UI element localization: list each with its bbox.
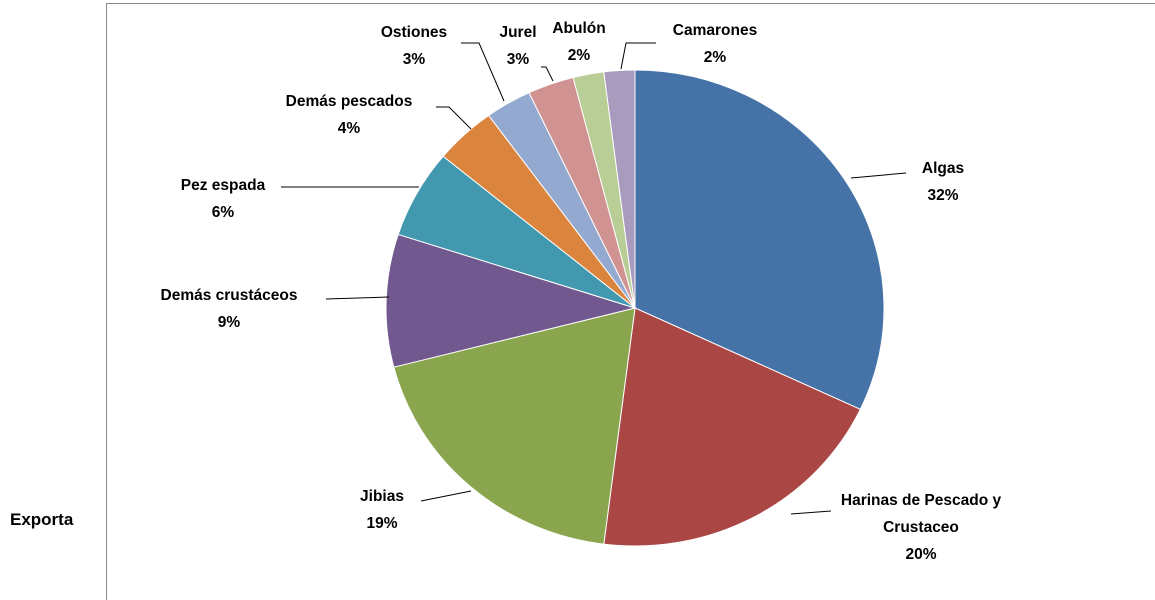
data-label: Jibias 19% [360,483,404,537]
pie-slice [385,233,637,368]
pie-slice [634,69,885,410]
leader-line [620,42,656,70]
data-label: Harinas de Pescado y Crustaceo 20% [831,487,1011,568]
leader-line [436,106,472,130]
value-label: 20% [905,546,937,563]
pie-slice [393,307,636,545]
data-label: Demás crustáceos 9% [161,282,298,336]
value-label: 9% [217,314,241,331]
leader-line [461,42,505,102]
data-label: Camarones 2% [673,17,757,71]
chart [281,42,907,547]
value-label: 4% [337,120,361,137]
data-label: Ostiones 3% [381,19,447,73]
category-label: Pez espada [180,177,266,194]
data-label: Jurel 3% [499,19,536,73]
category-label: Camarones [672,22,758,39]
leader-line [541,66,554,82]
category-label: Demás pescados [285,93,413,110]
data-label: Demás pescados 4% [286,88,413,142]
chart-area: Algas 32% Harinas de Pescado y Crustaceo 20… [106,3,1155,600]
leader-line [325,296,390,300]
leader-line [850,172,907,179]
value-label: 32% [927,187,959,204]
category-label: Harinas de Pescado y Crustaceo [840,492,1002,536]
category-label: Algas [921,160,965,177]
value-label: 3% [402,51,426,68]
data-label: Abulón 2% [552,15,605,69]
category-label: Abulón [552,20,606,37]
leader-line [790,510,832,515]
category-label: Jurel [499,24,537,41]
value-label: 6% [211,204,235,221]
value-label: 2% [567,47,591,64]
pie-slice [603,307,861,547]
value-label: 3% [506,51,530,68]
category-label: Jibias [360,488,404,505]
page-text: Exporta [10,510,74,529]
value-label: 2% [703,49,727,66]
category-label: Ostiones [380,24,448,41]
data-label: Algas 32% [922,155,964,209]
category-label: Demás crustáceos [160,287,298,304]
value-label: 19% [366,515,398,532]
data-label: Pez espada 6% [181,172,265,226]
pie-slice [603,69,636,309]
leader-line [420,490,472,502]
